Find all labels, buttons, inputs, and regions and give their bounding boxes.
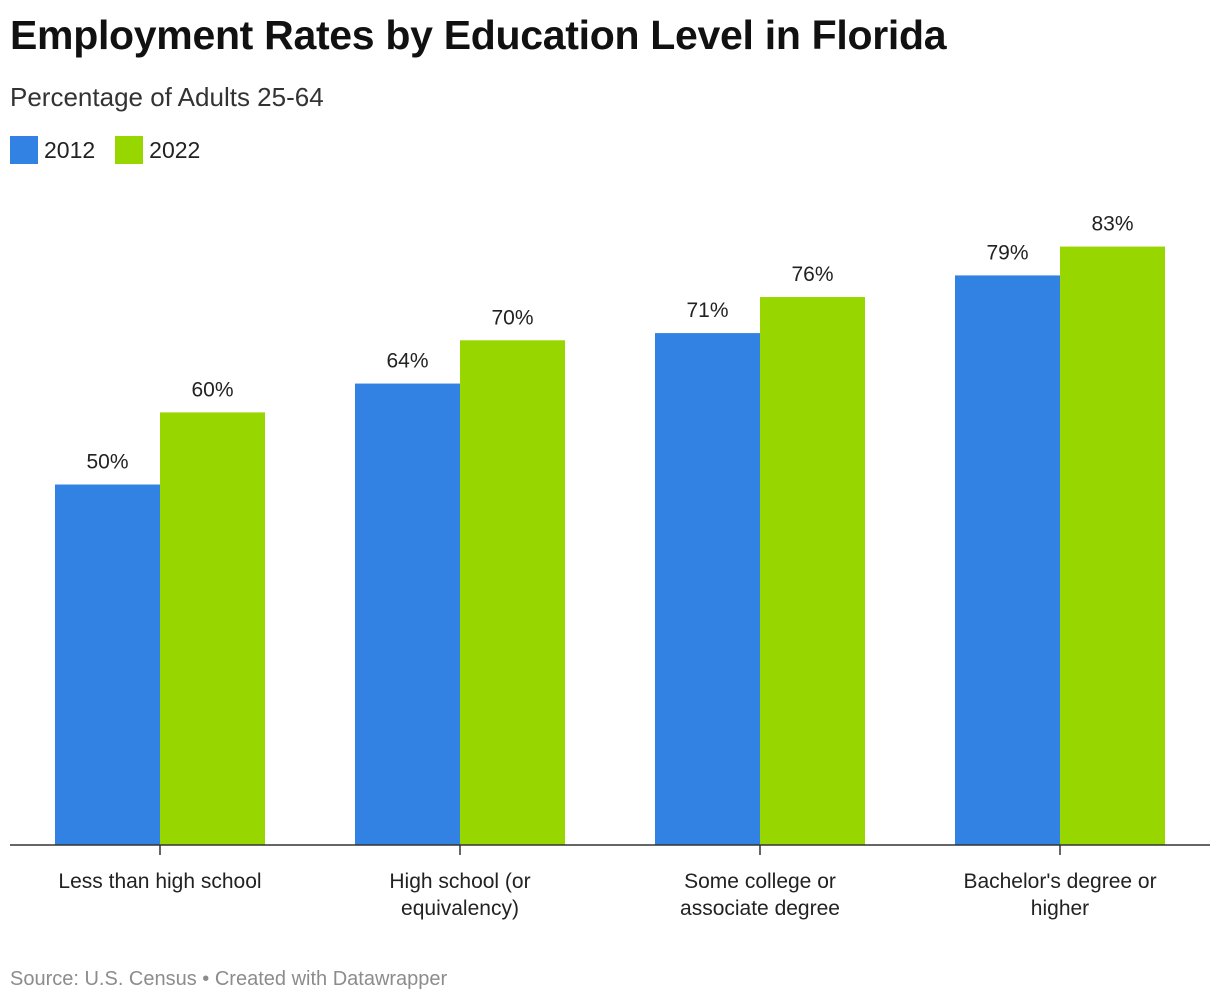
value-label-2022-less-than-high-school: 60% xyxy=(191,378,233,401)
legend-label-2012: 2012 xyxy=(44,136,96,163)
bar-2012-bachelor-s-degree-or-higher xyxy=(955,275,1060,845)
bar-2012-high-school-or-equivalency xyxy=(355,383,460,845)
value-label-2012-high-school-or-equivalency: 64% xyxy=(386,350,428,373)
legend-item-2022: 2022 xyxy=(115,136,200,164)
value-label-2012-bachelor-s-degree-or-higher: 79% xyxy=(986,241,1028,264)
x-tick-label-high-school-or-equivalency: High school (or equivalency) xyxy=(389,870,530,920)
value-label-2022-high-school-or-equivalency: 70% xyxy=(491,306,533,329)
legend-swatch-2022 xyxy=(115,136,144,164)
value-label-2022-bachelor-s-degree-or-higher: 83% xyxy=(1091,213,1133,236)
bar-2022-less-than-high-school xyxy=(160,412,265,845)
x-tick-label-less-than-high-school: Less than high school xyxy=(58,870,261,893)
value-label-2012-some-college-or-associate-degree: 71% xyxy=(686,299,728,322)
bar-2022-some-college-or-associate-degree xyxy=(760,297,865,845)
legend-label-2022: 2022 xyxy=(149,136,201,163)
bar-2012-less-than-high-school xyxy=(55,484,160,845)
bar-2022-bachelor-s-degree-or-higher xyxy=(1060,246,1165,845)
x-tick-label-bachelor-s-degree-or-higher: Bachelor's degree or higher xyxy=(963,870,1156,920)
value-label-2022-some-college-or-associate-degree: 76% xyxy=(791,263,833,286)
value-label-2012-less-than-high-school: 50% xyxy=(86,451,128,474)
x-tick-label-some-college-or-associate-degree: Some college or associate degree xyxy=(680,870,840,920)
legend-swatch-2012 xyxy=(10,136,38,164)
bar-2012-some-college-or-associate-degree xyxy=(655,333,760,845)
chart-subtitle: Percentage of Adults 25-64 xyxy=(10,82,324,112)
bar-2022-high-school-or-equivalency xyxy=(460,340,565,845)
chart-title: Employment Rates by Education Level in F… xyxy=(10,12,947,58)
source-footer: Source: U.S. Census • Created with Dataw… xyxy=(10,968,448,990)
legend: 2012 2022 xyxy=(10,136,220,164)
legend-item-2012: 2012 xyxy=(10,136,95,164)
